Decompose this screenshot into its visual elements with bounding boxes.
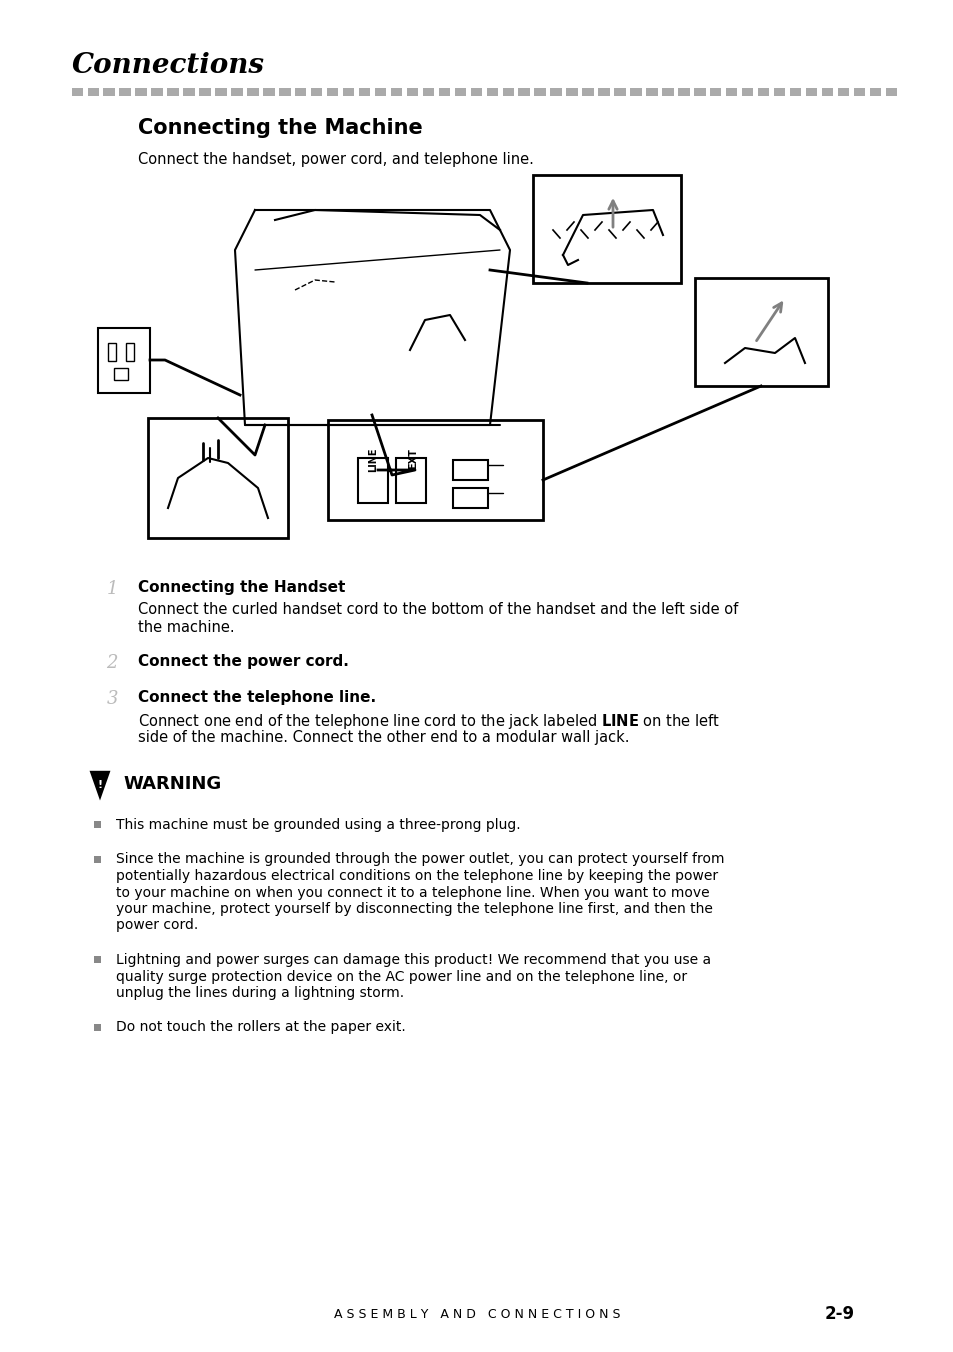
Bar	[375, 88, 386, 96]
Bar	[789, 88, 801, 96]
Bar	[71, 88, 83, 96]
Text: Lightning and power surges can damage this product! We recommend that you use a: Lightning and power surges can damage th…	[115, 953, 710, 967]
Bar	[581, 88, 593, 96]
Bar	[294, 88, 306, 96]
Text: potentially hazardous electrical conditions on the telephone line by keeping the: potentially hazardous electrical conditi…	[115, 869, 717, 883]
Text: 2: 2	[106, 654, 118, 672]
Bar	[93, 821, 100, 827]
Bar	[113, 368, 128, 380]
Bar	[645, 88, 657, 96]
Text: the machine.: the machine.	[138, 621, 234, 635]
Bar	[438, 88, 450, 96]
Bar	[93, 856, 100, 863]
Bar	[126, 343, 133, 361]
Bar	[550, 88, 561, 96]
Text: Do not touch the rollers at the paper exit.: Do not touch the rollers at the paper ex…	[115, 1021, 405, 1034]
Text: 2-9: 2-9	[823, 1305, 854, 1324]
Bar	[486, 88, 497, 96]
Text: to your machine on when you connect it to a telephone line. When you want to mov: to your machine on when you connect it t…	[115, 886, 708, 899]
Bar	[328, 420, 542, 521]
Text: side of the machine. Connect the other end to a modular wall jack.: side of the machine. Connect the other e…	[138, 730, 629, 745]
Bar	[598, 88, 609, 96]
Text: your machine, protect yourself by disconnecting the telephone line first, and th: your machine, protect yourself by discon…	[115, 902, 712, 917]
Bar	[757, 88, 768, 96]
Bar	[805, 88, 817, 96]
Bar	[695, 279, 827, 387]
Text: This machine must be grounded using a three-prong plug.: This machine must be grounded using a th…	[115, 818, 519, 831]
Bar	[773, 88, 784, 96]
Bar	[455, 88, 466, 96]
Bar	[837, 88, 848, 96]
Bar	[502, 88, 514, 96]
Bar	[342, 88, 354, 96]
Bar	[422, 88, 434, 96]
Bar	[148, 418, 288, 538]
Text: Connecting the Machine: Connecting the Machine	[138, 118, 422, 138]
Bar	[709, 88, 720, 96]
Bar	[741, 88, 753, 96]
Text: power cord.: power cord.	[115, 918, 197, 933]
Bar	[152, 88, 163, 96]
Bar	[93, 1023, 100, 1030]
Text: Connect the telephone line.: Connect the telephone line.	[138, 690, 376, 704]
Bar	[661, 88, 673, 96]
Bar	[453, 460, 488, 480]
Bar	[278, 88, 291, 96]
Bar	[533, 174, 680, 283]
Text: 1: 1	[106, 580, 118, 598]
Bar	[358, 88, 370, 96]
Bar	[406, 88, 417, 96]
Bar	[327, 88, 338, 96]
Bar	[517, 88, 530, 96]
Bar	[93, 956, 100, 963]
Text: quality surge protection device on the AC power line and on the telephone line, : quality surge protection device on the A…	[115, 969, 686, 983]
Bar	[167, 88, 178, 96]
Text: LINE: LINE	[368, 448, 377, 472]
Bar	[534, 88, 545, 96]
Bar	[725, 88, 737, 96]
Bar	[453, 488, 488, 508]
Text: Connect the curled handset cord to the bottom of the handset and the left side o: Connect the curled handset cord to the b…	[138, 602, 738, 617]
Text: Connecting the Handset: Connecting the Handset	[138, 580, 345, 595]
Text: Since the machine is grounded through the power outlet, you can protect yourself: Since the machine is grounded through th…	[115, 853, 723, 867]
Text: Connect the handset, power cord, and telephone line.: Connect the handset, power cord, and tel…	[138, 151, 534, 168]
Bar	[693, 88, 705, 96]
Text: 3: 3	[106, 690, 118, 708]
Text: Connect one end of the telephone line cord to the jack labeled $\bf{LINE}$ on th: Connect one end of the telephone line co…	[138, 713, 720, 731]
Bar	[247, 88, 258, 96]
Bar	[566, 88, 578, 96]
Bar	[470, 88, 481, 96]
Bar	[614, 88, 625, 96]
Text: WARNING: WARNING	[124, 775, 221, 794]
Bar	[630, 88, 641, 96]
Text: EXT: EXT	[408, 448, 417, 469]
Text: !: !	[97, 780, 103, 790]
Bar	[98, 329, 150, 393]
Bar	[263, 88, 274, 96]
Text: A S S E M B L Y   A N D   C O N N E C T I O N S: A S S E M B L Y A N D C O N N E C T I O …	[334, 1307, 619, 1321]
Bar	[869, 88, 881, 96]
Bar	[119, 88, 131, 96]
Text: Connections: Connections	[71, 51, 264, 78]
Bar	[108, 343, 116, 361]
Text: unplug the lines during a lightning storm.: unplug the lines during a lightning stor…	[115, 986, 403, 1000]
Bar	[395, 458, 426, 503]
Bar	[88, 88, 99, 96]
Bar	[311, 88, 322, 96]
Text: Connect the power cord.: Connect the power cord.	[138, 654, 349, 669]
Bar	[199, 88, 211, 96]
Bar	[853, 88, 864, 96]
Bar	[357, 458, 388, 503]
Bar	[231, 88, 242, 96]
Bar	[821, 88, 832, 96]
Bar	[215, 88, 227, 96]
Bar	[135, 88, 147, 96]
Bar	[884, 88, 896, 96]
Bar	[678, 88, 689, 96]
Bar	[103, 88, 115, 96]
Bar	[183, 88, 194, 96]
Bar	[391, 88, 402, 96]
Polygon shape	[90, 771, 111, 800]
